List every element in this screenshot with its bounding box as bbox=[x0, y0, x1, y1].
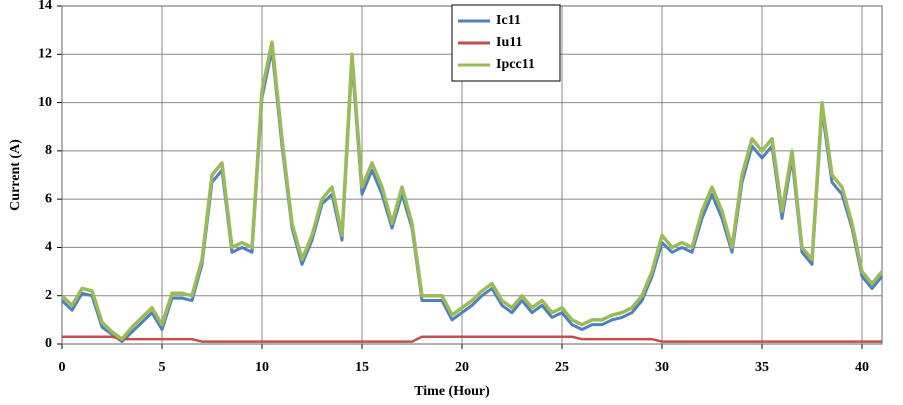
x-tick-label: 10 bbox=[255, 360, 269, 375]
y-tick-label: 2 bbox=[45, 288, 52, 303]
x-axis-label: Time (Hour) bbox=[414, 384, 490, 399]
series-line bbox=[60, 40, 884, 341]
y-tick-label: 8 bbox=[45, 143, 52, 158]
x-tick-label: 15 bbox=[355, 360, 369, 375]
y-tick-label: 6 bbox=[45, 191, 52, 206]
x-tick-label: 30 bbox=[655, 360, 669, 375]
x-tick-label: 20 bbox=[455, 360, 469, 375]
legend-label: Iu11 bbox=[496, 35, 522, 50]
x-tick-label: 0 bbox=[59, 360, 66, 375]
x-tick-label: 40 bbox=[855, 360, 869, 375]
y-tick-label: 4 bbox=[45, 240, 52, 255]
y-tick-label: 14 bbox=[38, 0, 52, 13]
y-tick-label: 12 bbox=[38, 47, 52, 62]
legend-label: Ipcc11 bbox=[496, 57, 535, 72]
x-tick-label: 25 bbox=[555, 360, 569, 375]
y-tick-label: 0 bbox=[45, 336, 52, 351]
legend-label: Ic11 bbox=[496, 13, 521, 28]
y-tick-label: 10 bbox=[38, 95, 52, 110]
series-line bbox=[62, 335, 882, 343]
x-tick-label: 35 bbox=[755, 360, 769, 375]
x-tick-label: 5 bbox=[159, 360, 166, 375]
y-axis-label: Current (A) bbox=[8, 139, 23, 211]
